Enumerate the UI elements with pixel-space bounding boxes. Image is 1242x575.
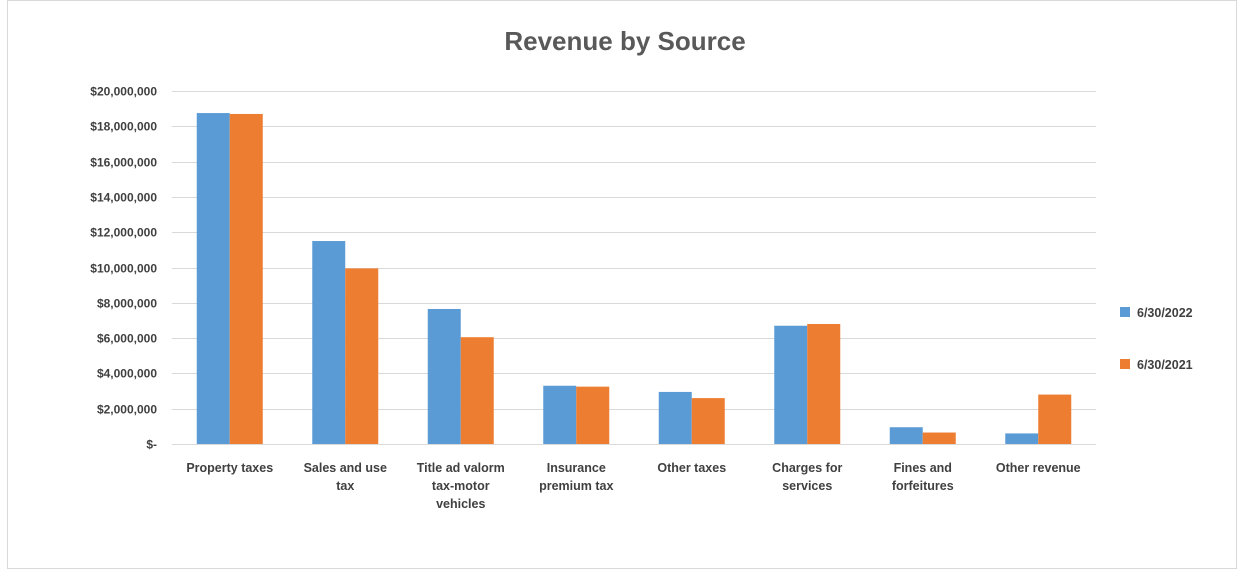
y-tick-label: $8,000,000 (97, 297, 157, 311)
chart-title: Revenue by Source (504, 26, 745, 56)
x-tick-label-line: tax-motor (432, 479, 490, 493)
x-axis-tick-labels: Property taxes Sales and use tax Title ad v… (186, 461, 1080, 511)
x-tick-label: Insurance premium tax (539, 461, 613, 493)
bar-series-2022 (543, 385, 577, 444)
bar-series-2021 (460, 337, 494, 444)
gridlines (172, 91, 1096, 445)
legend-swatch (1120, 359, 1130, 369)
y-tick-label: $12,000,000 (90, 226, 157, 240)
bar-series-2022 (658, 391, 692, 444)
y-tick-label: $16,000,000 (90, 156, 157, 170)
y-tick-label: $- (146, 438, 157, 452)
x-tick-label: Sales and use tax (304, 461, 387, 493)
x-tick-label-line: Property taxes (186, 461, 273, 475)
bar-series-2021 (576, 386, 610, 444)
y-tick-label: $20,000,000 (90, 85, 157, 99)
x-tick-label-line: tax (336, 479, 354, 493)
x-tick-label-line: Fines and (894, 461, 952, 475)
y-tick-label: $6,000,000 (97, 332, 157, 346)
bar-series-2022 (889, 427, 923, 444)
bar-series-2022 (196, 113, 230, 444)
x-tick-label-line: Charges for (772, 461, 842, 475)
bar-series-2021 (922, 432, 956, 444)
x-tick-label-line: Other taxes (657, 461, 726, 475)
x-tick-label-line: Title ad valorm (417, 461, 505, 475)
bars (196, 113, 1072, 444)
bar-series-2021 (1038, 394, 1072, 444)
x-tick-label: Other taxes (657, 461, 726, 475)
bar-series-2022 (427, 308, 461, 444)
x-tick-label-line: services (782, 479, 832, 493)
x-tick-label-line: Insurance (547, 461, 606, 475)
y-axis-tick-labels: $- $2,000,000 $4,000,000 $6,000,000 $8,000,0… (90, 85, 157, 452)
y-tick-label: $2,000,000 (97, 403, 157, 417)
y-tick-label: $18,000,000 (90, 120, 157, 134)
x-tick-label-line: premium tax (539, 479, 613, 493)
bar-series-2022 (1005, 433, 1039, 444)
bar-series-2022 (774, 325, 808, 444)
y-tick-label: $10,000,000 (90, 262, 157, 276)
legend-swatch (1120, 307, 1130, 317)
x-tick-label-line: Sales and use (304, 461, 387, 475)
y-tick-label: $4,000,000 (97, 367, 157, 381)
bar-series-2022 (312, 241, 346, 444)
x-tick-label: Charges for services (772, 461, 842, 493)
x-tick-label: Fines and forfeitures (892, 461, 954, 493)
bar-series-2021 (345, 268, 379, 444)
y-tick-label: $14,000,000 (90, 191, 157, 205)
bar-series-2021 (691, 398, 725, 444)
bar-series-2021 (807, 323, 841, 444)
x-tick-label: Other revenue (996, 461, 1081, 475)
x-tick-label-line: Other revenue (996, 461, 1081, 475)
x-tick-label-line: vehicles (436, 497, 485, 511)
x-tick-label-line: forfeitures (892, 479, 954, 493)
legend: 6/30/2022 6/30/2021 (1120, 306, 1193, 372)
x-tick-label: Property taxes (186, 461, 273, 475)
x-tick-label: Title ad valorm tax-motor vehicles (417, 461, 505, 511)
bar-series-2021 (229, 113, 263, 444)
legend-label: 6/30/2021 (1137, 358, 1193, 372)
legend-label: 6/30/2022 (1137, 306, 1193, 320)
